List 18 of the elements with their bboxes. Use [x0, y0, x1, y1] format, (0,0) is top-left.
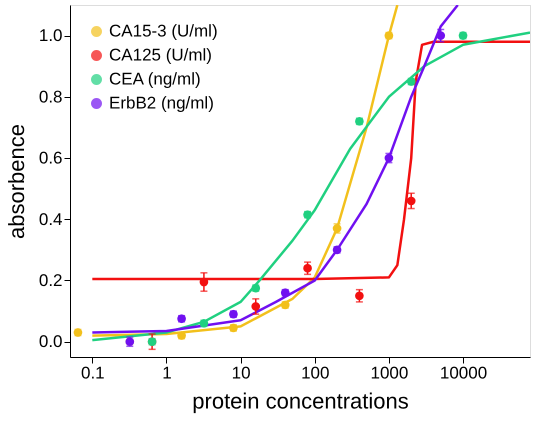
x-tick-label: 1000	[370, 364, 408, 382]
y-tick-label: 0.0	[38, 332, 62, 352]
x-axis-title: protein concentrations	[192, 388, 409, 414]
x-tick-label: 0.1	[81, 364, 105, 382]
y-axis-title: absorbence	[4, 124, 29, 239]
legend-label: ErbB2 (ng/ml)	[109, 94, 214, 112]
legend-label: CA125 (U/ml)	[109, 46, 212, 64]
y-tick-label: 1.0	[38, 26, 62, 46]
y-tick-label: 0.6	[38, 148, 62, 168]
y-tick-label: 0.8	[38, 87, 62, 106]
legend-label: CEA (ng/ml)	[109, 70, 201, 88]
y-tick-label: 0.4	[38, 210, 62, 229]
x-tick-label: 100	[301, 364, 330, 382]
y-tick-label: 0.2	[38, 270, 62, 290]
legend-label: CA15-3 (U/ml)	[109, 22, 218, 40]
x-tick-label: 1	[162, 364, 172, 382]
x-tick-label: 10000	[440, 364, 488, 382]
x-tick-label: 10	[232, 364, 251, 382]
